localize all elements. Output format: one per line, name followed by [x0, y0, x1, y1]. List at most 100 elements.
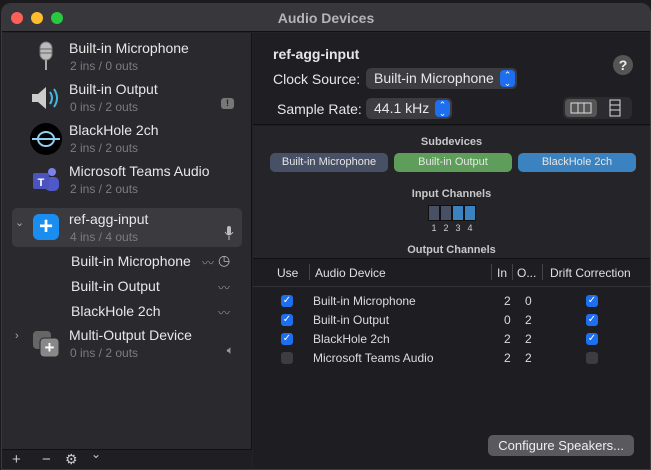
device-detail-panel: ref-agg-input Clock Source: Built-in Mic…	[253, 33, 650, 469]
chevron-down-icon[interactable]: ⌄	[15, 217, 25, 229]
sample-rate-label: Sample Rate:	[277, 101, 362, 117]
close-button[interactable]	[11, 12, 23, 24]
channel-number: 4	[467, 223, 473, 233]
subdevices-section: Subdevices Built-in Microphone Built-in …	[253, 126, 650, 259]
device-item-microsoft-teams-audio[interactable]: T Microsoft Teams Audio 2 ins / 2 outs	[12, 160, 242, 200]
out-count: 2	[525, 351, 532, 365]
in-count: 0	[504, 313, 511, 327]
vertical-view-button[interactable]	[600, 99, 630, 117]
drift-correction-checkbox[interactable]	[586, 352, 598, 364]
alert-badge-icon: !	[221, 98, 234, 109]
use-checkbox[interactable]: ✓	[281, 314, 293, 326]
window-title: Audio Devices	[277, 10, 375, 26]
device-name: Built-in Output	[69, 81, 158, 97]
subdevice-built-in-microphone[interactable]: Built-in Microphone	[71, 253, 191, 269]
col-header-drift-correction[interactable]: Drift Correction	[550, 266, 631, 280]
device-name: Microsoft Teams Audio	[69, 163, 210, 179]
sample-rate-value: 44.1 kHz	[374, 100, 430, 116]
view-mode-toggle	[563, 97, 632, 119]
device-name: Built-in Microphone	[69, 40, 189, 56]
col-header-audio-device[interactable]: Audio Device	[315, 266, 386, 280]
drift-correction-checkbox[interactable]: ✓	[586, 295, 598, 307]
configure-speakers-button[interactable]: Configure Speakers...	[488, 435, 634, 456]
in-count: 2	[504, 294, 511, 308]
horizontal-view-button[interactable]	[565, 99, 597, 117]
speaker-output-icon: 🔈︎	[226, 343, 234, 357]
microphone-icon	[30, 41, 62, 73]
input-channel-3	[452, 205, 464, 221]
table-row[interactable]: ✓ Built-in Output 0 2 ✓	[253, 311, 650, 330]
multi-output-icon: +	[30, 328, 62, 360]
minimize-button[interactable]	[31, 12, 43, 24]
gear-icon[interactable]: ⚙	[65, 451, 78, 467]
device-item-blackhole-2ch[interactable]: BlackHole 2ch 2 ins / 2 outs	[12, 119, 242, 159]
subdevice-pill-built-in-output[interactable]: Built-in Output	[394, 153, 512, 172]
subdevice-pill-built-in-microphone[interactable]: Built-in Microphone	[270, 153, 388, 172]
drift-correction-checkbox[interactable]: ✓	[586, 333, 598, 345]
output-channels-title: Output Channels	[407, 244, 496, 256]
device-name: Built-in Microphone	[313, 294, 416, 308]
in-count: 2	[504, 332, 511, 346]
device-name: ref-agg-input	[69, 211, 149, 227]
device-io: 2 ins / 2 outs	[70, 182, 139, 196]
out-count: 2	[525, 332, 532, 346]
subdevices-title: Subdevices	[420, 136, 483, 148]
waveform-icon: 〰	[218, 281, 231, 295]
aggregate-device-icon: +	[30, 211, 62, 243]
table-row[interactable]: Microsoft Teams Audio 2 2	[253, 349, 650, 368]
svg-text:+: +	[45, 338, 55, 357]
stepper-arrows-icon: ⌃ ⌄	[500, 70, 515, 88]
in-count: 2	[504, 351, 511, 365]
subdevice-table: Use Audio Device In O... Drift Correctio…	[253, 260, 650, 469]
clock-icon: ◷	[218, 252, 231, 268]
use-checkbox[interactable]	[281, 352, 293, 364]
remove-device-button[interactable]: −	[42, 451, 51, 468]
add-device-button[interactable]: +	[12, 451, 21, 468]
device-item-built-in-microphone[interactable]: Built-in Microphone 2 ins / 0 outs	[12, 37, 242, 77]
device-io: 0 ins / 2 outs	[70, 346, 139, 360]
device-name: Microsoft Teams Audio	[313, 351, 434, 365]
title-bar: Audio Devices	[2, 4, 650, 32]
sample-rate-select[interactable]: 44.1 kHz ⌃ ⌄	[366, 98, 452, 119]
device-settings: ref-agg-input Clock Source: Built-in Mic…	[253, 33, 650, 125]
subdevice-built-in-output[interactable]: Built-in Output	[71, 278, 160, 294]
table-row[interactable]: ✓ Built-in Microphone 2 0 ✓	[253, 292, 650, 311]
chevron-right-icon[interactable]: ›	[15, 330, 19, 342]
subdevice-pill-blackhole-2ch[interactable]: BlackHole 2ch	[518, 153, 636, 172]
device-name: Built-in Output	[313, 313, 390, 327]
table-row[interactable]: ✓ BlackHole 2ch 2 2 ✓	[253, 330, 650, 349]
device-io: 4 ins / 4 outs	[70, 230, 139, 244]
zoom-button[interactable]	[51, 12, 63, 24]
svg-text:T: T	[38, 177, 45, 189]
col-header-in[interactable]: In	[497, 266, 508, 280]
col-header-use[interactable]: Use	[277, 266, 299, 280]
device-io: 2 ins / 0 outs	[70, 59, 139, 73]
device-title: ref-agg-input	[273, 46, 360, 62]
clock-source-value: Built-in Microphone	[374, 70, 494, 86]
use-checkbox[interactable]: ✓	[281, 295, 293, 307]
col-header-out[interactable]: O...	[517, 266, 537, 280]
blackhole-icon	[30, 123, 62, 155]
drift-correction-checkbox[interactable]: ✓	[586, 314, 598, 326]
help-button[interactable]: ?	[613, 55, 633, 75]
speaker-icon	[30, 82, 62, 114]
clock-source-label: Clock Source:	[273, 71, 361, 87]
input-channels-title: Input Channels	[411, 188, 492, 200]
device-name: BlackHole 2ch	[313, 332, 390, 346]
device-item-multi-output-device[interactable]: › + Multi-Output Device 0 ins / 2 outs 🔈…	[12, 324, 242, 364]
channel-number: 1	[431, 223, 437, 233]
subdevice-blackhole-2ch[interactable]: BlackHole 2ch	[71, 303, 161, 319]
chevron-down-icon[interactable]: ⌄	[91, 447, 102, 461]
microphone-input-icon	[224, 226, 234, 243]
channel-number: 3	[455, 223, 461, 233]
input-channel-1	[428, 205, 440, 221]
device-item-built-in-output[interactable]: Built-in Output 0 ins / 2 outs !	[12, 78, 242, 118]
out-count: 2	[525, 313, 532, 327]
device-name: BlackHole 2ch	[69, 122, 159, 138]
use-checkbox[interactable]: ✓	[281, 333, 293, 345]
device-item-ref-agg-input[interactable]: ⌄ + ref-agg-input 4 ins / 4 outs	[12, 208, 242, 247]
device-name: Multi-Output Device	[69, 327, 192, 343]
clock-source-select[interactable]: Built-in Microphone ⌃ ⌄	[366, 68, 517, 89]
teams-icon: T	[30, 164, 62, 196]
input-channel-4	[464, 205, 476, 221]
